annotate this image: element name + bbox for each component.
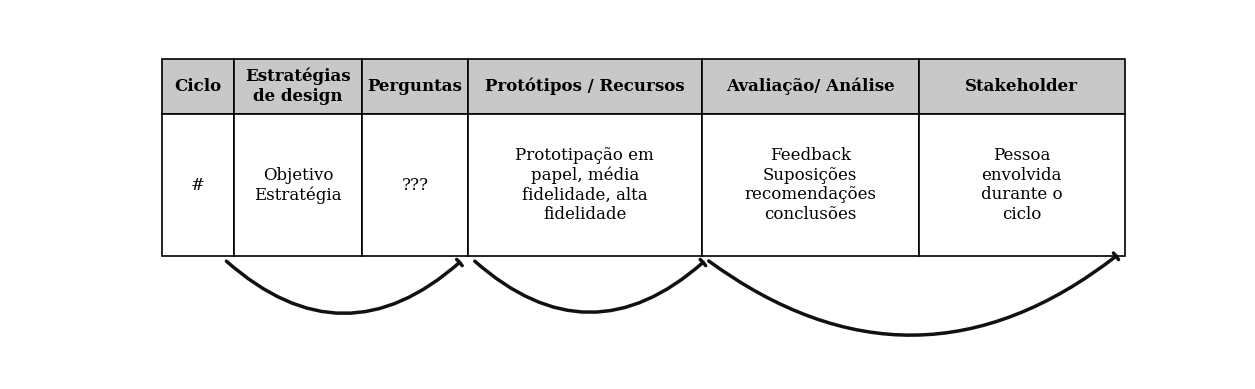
Bar	[162, 114, 235, 256]
Bar	[363, 59, 468, 114]
Bar	[162, 59, 235, 114]
Bar	[468, 59, 702, 114]
Text: Perguntas: Perguntas	[368, 78, 462, 95]
Text: Stakeholder: Stakeholder	[965, 78, 1078, 95]
Text: #: #	[191, 177, 205, 194]
Text: ???: ???	[402, 177, 428, 194]
Text: Estratégias
de design: Estratégias de design	[245, 68, 351, 105]
Text: Objetivo
Estratégia: Objetivo Estratégia	[255, 166, 341, 204]
Bar	[919, 114, 1124, 256]
Bar	[235, 59, 363, 114]
Text: Pessoa
envolvida
durante o
ciclo: Pessoa envolvida durante o ciclo	[981, 147, 1063, 223]
Text: Avaliação/ Análise: Avaliação/ Análise	[725, 77, 895, 95]
Text: Protótipos / Recursos: Protótipos / Recursos	[484, 77, 684, 95]
Bar	[468, 114, 702, 256]
Bar	[702, 59, 919, 114]
Text: Ciclo: Ciclo	[174, 78, 221, 95]
Bar	[702, 114, 919, 256]
Text: Prototipação em
papel, média
fidelidade, alta
fidelidade: Prototipação em papel, média fidelidade,…	[516, 147, 654, 223]
Bar	[363, 114, 468, 256]
Bar	[919, 59, 1124, 114]
Bar	[235, 114, 363, 256]
Text: Feedback
Suposições
recomendações
conclusões: Feedback Suposições recomendações conclu…	[744, 147, 876, 223]
